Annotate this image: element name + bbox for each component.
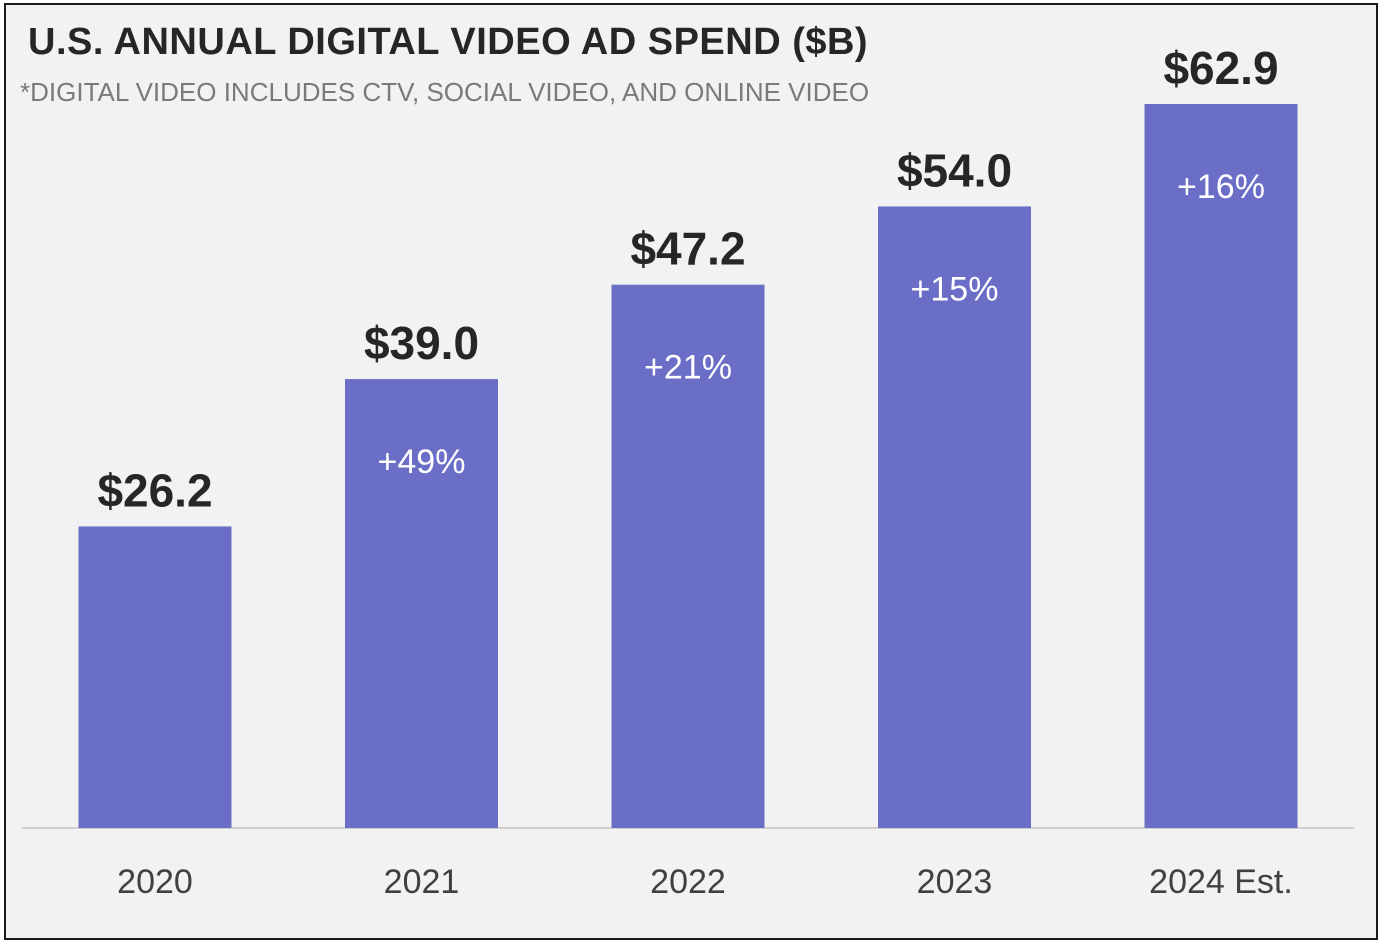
bar-2021 — [345, 379, 498, 828]
bar-2020 — [78, 526, 232, 828]
value-label: $62.9 — [1163, 42, 1278, 94]
growth-label: +15% — [911, 270, 999, 308]
growth-label: +21% — [644, 349, 732, 387]
x-tick-label: 2022 — [650, 863, 726, 901]
growth-label: +49% — [378, 443, 466, 481]
bar-2022 — [611, 284, 765, 828]
x-tick-label: 2021 — [384, 863, 460, 901]
growth-label: +16% — [1177, 168, 1265, 206]
x-tick-label: 2024 Est. — [1149, 863, 1293, 901]
chart-frame: U.S. ANNUAL DIGITAL VIDEO AD SPEND ($B) … — [4, 3, 1378, 940]
bar-2023 — [878, 206, 1031, 829]
bar-2024est — [1144, 104, 1298, 828]
chart-title: U.S. ANNUAL DIGITAL VIDEO AD SPEND ($B) — [28, 21, 869, 63]
x-tick-label: 2023 — [917, 863, 993, 901]
value-label: $54.0 — [897, 144, 1012, 196]
bar-chart-plot: $26.2 2020 $39.0 +49% 2021 $47.2 +21% 2022 $54.0… — [22, 42, 1354, 901]
chart-subtitle: *DIGITAL VIDEO INCLUDES CTV, SOCIAL VIDE… — [20, 77, 870, 107]
x-tick-label: 2020 — [117, 863, 193, 901]
value-label: $39.0 — [364, 317, 479, 369]
value-label: $47.2 — [630, 223, 745, 275]
value-label: $26.2 — [97, 464, 212, 516]
